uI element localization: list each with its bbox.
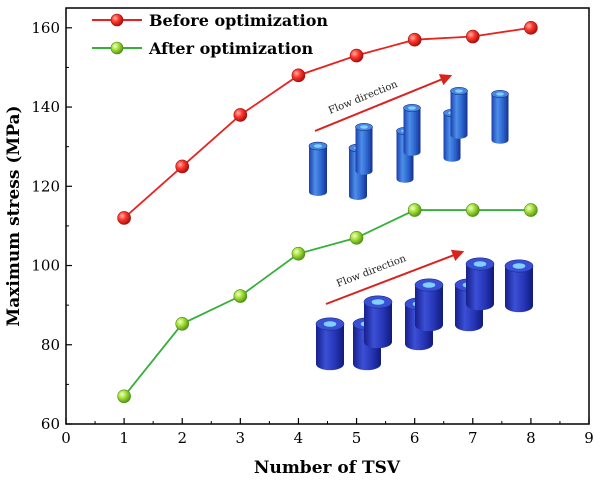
legend-marker-before bbox=[110, 13, 124, 27]
flow-arrow-top bbox=[314, 74, 453, 132]
data-point-before bbox=[233, 108, 248, 122]
y-tick-label: 60 bbox=[41, 415, 60, 433]
tsv-cylinder-top bbox=[450, 86, 468, 139]
data-point-before bbox=[291, 68, 306, 83]
y-tick-label: 140 bbox=[31, 98, 60, 116]
data-point-after bbox=[175, 316, 190, 331]
flow-label-bottom: Flow direction bbox=[335, 253, 408, 290]
tsv-cylinder-top bbox=[491, 89, 509, 144]
top-inset-illustration: Flow direction bbox=[308, 74, 509, 200]
axis-ticks bbox=[65, 27, 590, 425]
x-tick-label: 5 bbox=[352, 429, 362, 447]
y-tick-label: 120 bbox=[31, 177, 60, 195]
x-tick-label: 4 bbox=[294, 429, 304, 447]
data-point-before bbox=[175, 159, 190, 174]
x-tick-label: 2 bbox=[177, 429, 187, 447]
y-tick-label: 80 bbox=[41, 336, 60, 354]
y-tick-label: 160 bbox=[31, 19, 60, 37]
flow-arrow-bottom bbox=[325, 249, 465, 305]
data-point-before bbox=[465, 29, 480, 44]
tsv-cylinder-top bbox=[308, 141, 328, 196]
data-point-before bbox=[407, 32, 422, 47]
data-point-after bbox=[465, 203, 480, 217]
series-line-after bbox=[123, 209, 531, 397]
tsv-cylinder-bottom bbox=[465, 257, 495, 311]
data-point-after bbox=[407, 203, 422, 217]
data-point-after bbox=[524, 203, 538, 217]
x-tick-label: 6 bbox=[410, 429, 420, 447]
legend-label-before: Before optimization bbox=[149, 11, 328, 30]
legend: Before optimization After optimization bbox=[92, 11, 328, 58]
x-tick-label: 3 bbox=[236, 429, 246, 447]
y-tick-label: 100 bbox=[31, 257, 60, 275]
tick-labels: 0 1 2 3 4 5 6 7 8 9 60 80 100 120 140 160 bbox=[31, 19, 593, 447]
legend-label-after: After optimization bbox=[148, 39, 314, 58]
tsv-cylinder-bottom bbox=[315, 317, 345, 371]
data-point-after bbox=[233, 289, 248, 303]
data-point-after bbox=[291, 246, 306, 261]
series-group bbox=[117, 21, 538, 404]
tsv-cylinder-bottom bbox=[504, 259, 534, 313]
data-point-before bbox=[349, 48, 364, 63]
series-line-before bbox=[123, 26, 532, 219]
tsv-cylinder-top bbox=[403, 103, 421, 156]
bottom-inset-illustration: Flow direction bbox=[315, 249, 534, 371]
x-tick-label: 9 bbox=[584, 429, 594, 447]
tsv-cylinder-bottom bbox=[414, 278, 444, 332]
data-point-before bbox=[117, 211, 131, 225]
tsv-cylinder-top bbox=[355, 122, 373, 175]
y-axis-title: Maximum stress (MPa) bbox=[4, 105, 24, 326]
data-point-after bbox=[117, 389, 131, 404]
data-point-after bbox=[349, 230, 364, 245]
legend-marker-after bbox=[110, 41, 124, 55]
x-tick-label: 1 bbox=[119, 429, 129, 447]
x-tick-label: 0 bbox=[61, 429, 71, 447]
x-tick-label: 8 bbox=[526, 429, 536, 447]
data-point-before bbox=[524, 21, 538, 35]
x-tick-label: 7 bbox=[468, 429, 478, 447]
tsv-cylinder-bottom bbox=[363, 295, 393, 349]
x-axis-title: Number of TSV bbox=[254, 458, 401, 478]
